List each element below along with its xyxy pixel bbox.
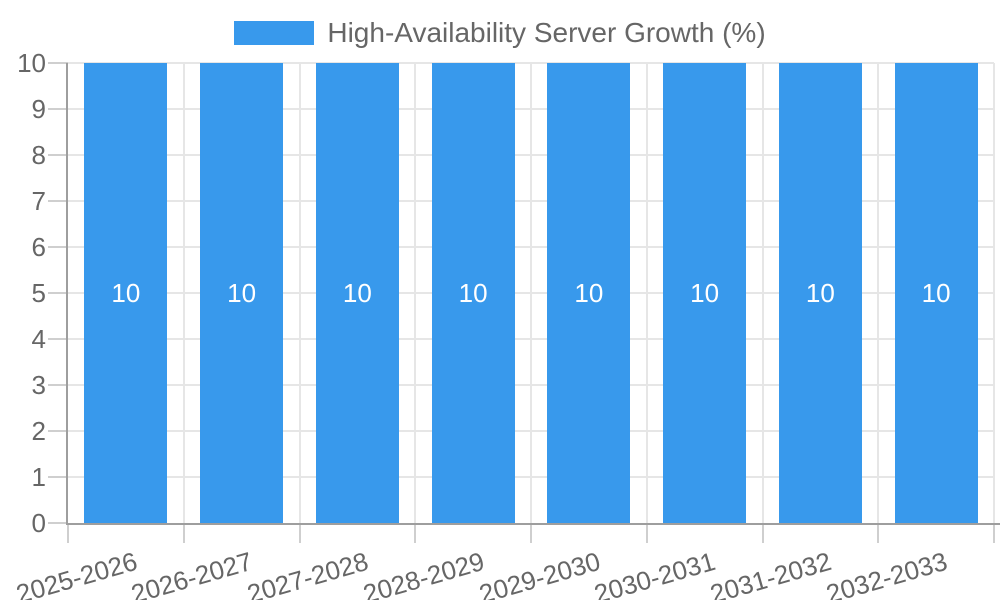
y-axis-tick xyxy=(48,384,68,386)
gridline-vertical xyxy=(298,63,301,523)
bar xyxy=(547,63,631,523)
y-axis-tick xyxy=(48,108,68,110)
x-tick-label: 2031-2032 xyxy=(706,546,835,600)
y-axis-tick xyxy=(48,430,68,432)
y-axis-tick xyxy=(48,338,68,340)
bar xyxy=(663,63,747,523)
x-axis-line xyxy=(66,523,1000,525)
bar-value-label: 10 xyxy=(574,278,604,308)
bar-value-label: 10 xyxy=(111,278,141,308)
y-axis-tick xyxy=(48,292,68,294)
y-tick-label: 10 xyxy=(17,48,46,78)
y-axis-tick xyxy=(48,476,68,478)
y-tick-label: 5 xyxy=(31,278,46,308)
y-tick-label: 4 xyxy=(31,324,46,354)
bar xyxy=(200,63,284,523)
bar-value-label: 10 xyxy=(690,278,720,308)
x-tick-label: 2030-2031 xyxy=(591,546,719,600)
x-tick-label: 2027-2028 xyxy=(243,546,372,600)
gridline-vertical xyxy=(877,63,880,523)
x-axis-tick xyxy=(877,523,880,543)
x-axis-tick xyxy=(993,523,995,543)
bar xyxy=(778,63,862,523)
y-axis-tick xyxy=(48,154,68,156)
x-tick-label: 2032-2033 xyxy=(822,546,951,600)
y-tick-label: 2 xyxy=(31,416,46,446)
gridline-vertical xyxy=(993,63,995,523)
legend-color-swatch xyxy=(234,21,315,45)
x-axis-tick xyxy=(182,523,185,543)
y-tick-label: 9 xyxy=(31,94,46,124)
y-tick-label: 6 xyxy=(31,232,46,262)
x-tick-label: 2028-2029 xyxy=(359,546,488,600)
bar xyxy=(431,63,515,523)
y-axis-line xyxy=(66,63,68,525)
gridline-vertical xyxy=(645,63,648,523)
y-tick-label: 1 xyxy=(31,462,46,492)
x-tick-label: 2025-2026 xyxy=(12,546,141,600)
x-axis-tick xyxy=(530,523,532,543)
x-axis-tick xyxy=(645,523,648,543)
x-tick-label: 2026-2027 xyxy=(128,546,256,600)
y-axis-tick xyxy=(48,62,68,64)
y-tick-label: 7 xyxy=(31,186,46,216)
x-axis-tick xyxy=(414,523,417,543)
gridline-vertical xyxy=(761,63,764,523)
x-axis-tick xyxy=(67,523,69,543)
y-axis-tick xyxy=(48,522,68,524)
x-axis-tick xyxy=(298,523,301,543)
bar xyxy=(84,63,168,523)
y-tick-label: 8 xyxy=(31,140,46,170)
legend-series-label: High-Availability Server Growth (%) xyxy=(327,17,766,48)
bar-value-label: 10 xyxy=(805,278,835,308)
bar-value-label: 10 xyxy=(342,278,372,308)
y-tick-label: 0 xyxy=(31,508,46,538)
gridline-vertical xyxy=(414,63,417,523)
gridline-vertical xyxy=(182,63,185,523)
bar-value-label: 10 xyxy=(921,278,951,308)
bar xyxy=(894,63,978,523)
gridline-vertical xyxy=(530,63,532,523)
x-tick-label: 2029-2030 xyxy=(475,546,604,600)
bar-value-label: 10 xyxy=(227,278,257,308)
y-tick-label: 3 xyxy=(31,370,46,400)
y-axis-tick xyxy=(48,200,68,202)
y-axis-tick xyxy=(48,246,68,248)
x-axis-tick xyxy=(761,523,764,543)
bar-value-label: 10 xyxy=(458,278,488,308)
chart-legend[interactable]: High-Availability Server Growth (%) xyxy=(0,16,1000,50)
bar xyxy=(315,63,399,523)
